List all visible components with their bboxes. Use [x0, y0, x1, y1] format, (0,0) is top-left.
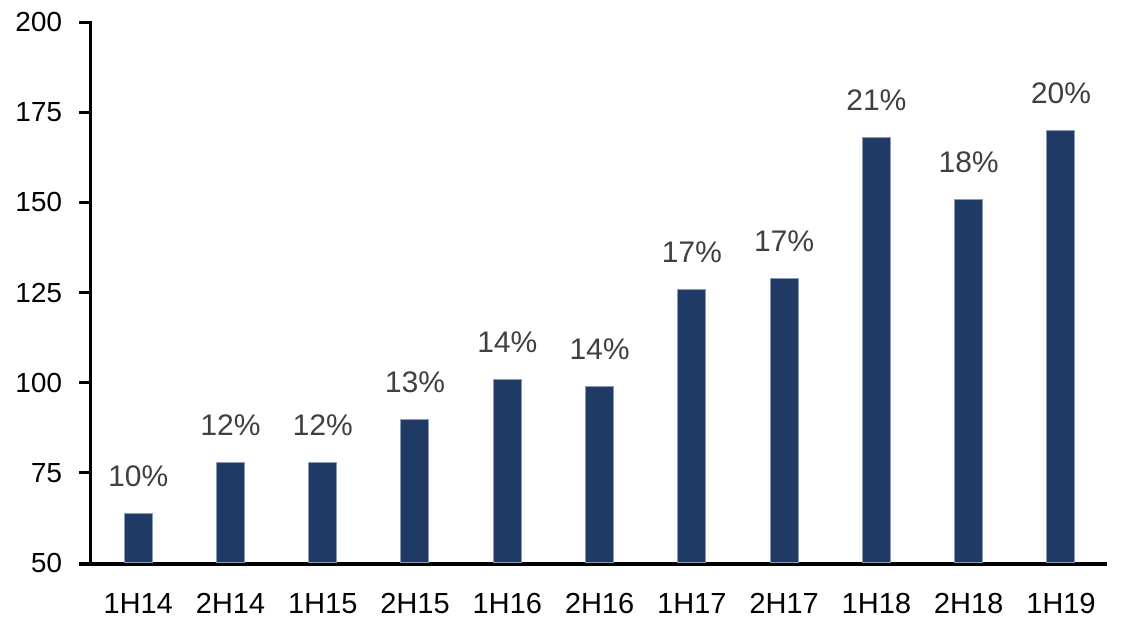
- y-tick-mark: [79, 110, 92, 114]
- y-tick-mark: [79, 471, 92, 475]
- x-tick-label-2H18: 2H18: [933, 588, 1004, 620]
- data-label-1H14: 10%: [108, 459, 169, 493]
- y-tick-label: 75: [30, 456, 62, 488]
- y-tick-label: 200: [15, 6, 62, 37]
- x-tick-label-1H16: 1H16: [472, 588, 542, 620]
- x-axis-line: [79, 562, 1107, 566]
- bar-2H17: [769, 278, 799, 563]
- bar-2H15: [400, 418, 430, 563]
- y-axis-line: [89, 22, 92, 566]
- data-label-2H18: 18%: [938, 145, 999, 179]
- bar-2H16: [585, 386, 614, 563]
- data-label-1H15: 12%: [292, 409, 353, 442]
- x-tick-label-2H17: 2H17: [749, 588, 819, 620]
- y-tick-label: 125: [15, 276, 62, 308]
- y-tick-mark: [79, 200, 92, 204]
- x-tick-label-1H19: 1H19: [1026, 588, 1096, 620]
- bar-1H17: [677, 288, 707, 563]
- y-tick-label: 50: [30, 547, 62, 578]
- x-tick-label-1H18: 1H18: [841, 588, 911, 620]
- x-tick-label-1H15: 1H15: [288, 588, 358, 620]
- bar-1H15: [308, 462, 338, 563]
- x-tick-label-2H15: 2H15: [380, 588, 450, 620]
- y-tick-mark: [79, 291, 92, 294]
- bar-1H16: [492, 379, 522, 563]
- x-tick-label-1H14: 1H14: [103, 588, 173, 620]
- y-tick-mark: [79, 561, 92, 565]
- x-tick-label-2H14: 2H14: [195, 588, 266, 620]
- data-label-1H17: 17%: [661, 235, 722, 269]
- data-label-1H19: 20%: [1030, 77, 1091, 111]
- y-tick-mark: [79, 20, 92, 24]
- x-tick-label-2H16: 2H16: [564, 588, 635, 620]
- data-label-1H16: 14%: [477, 326, 538, 360]
- bar-1H19: [1046, 130, 1076, 563]
- y-tick-label: 100: [15, 366, 62, 398]
- data-label-1H18: 21%: [846, 84, 907, 118]
- data-label-2H16: 14%: [569, 333, 630, 367]
- data-label-2H14: 12%: [200, 409, 261, 442]
- bar-2H14: [215, 462, 245, 563]
- bar-2H18: [954, 198, 984, 563]
- bar-1H14: [123, 512, 153, 563]
- data-label-2H17: 17%: [754, 225, 815, 259]
- x-tick-label-1H17: 1H17: [657, 588, 727, 620]
- y-tick-label: 175: [15, 96, 62, 128]
- y-tick-label: 150: [15, 186, 62, 218]
- data-label-2H15: 13%: [384, 365, 445, 399]
- bar-1H18: [861, 137, 891, 563]
- y-tick-mark: [79, 381, 92, 385]
